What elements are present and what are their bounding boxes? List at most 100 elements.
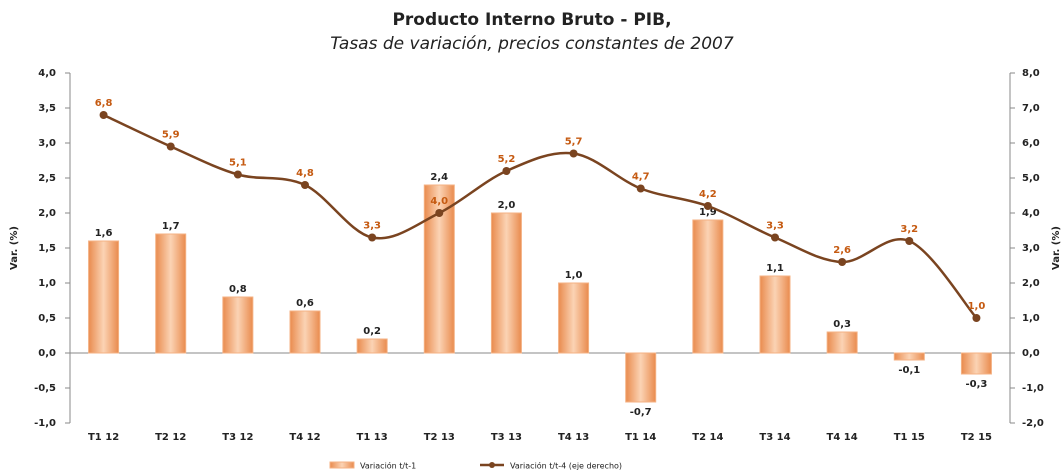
line-marker [301, 181, 309, 189]
y-tick-label: 0,0 [38, 348, 56, 359]
line-marker [905, 237, 914, 245]
x-tick-label: T4 13 [558, 432, 589, 443]
line-marker [368, 233, 377, 242]
bar-value-label: 2,4 [430, 172, 448, 183]
x-tick-label: T3 12 [222, 432, 253, 443]
y-tick-label: -0,5 [34, 383, 56, 394]
bar-value-label: 1,0 [565, 270, 583, 281]
line-marker [838, 258, 847, 266]
line-value-label: 2,6 [833, 245, 851, 256]
y2-tick-label: 6,0 [1022, 138, 1040, 149]
y2-tick-label: -2,0 [1022, 418, 1044, 429]
y-tick-label: 2,0 [38, 208, 56, 219]
x-tick-label: T3 14 [759, 432, 790, 443]
y2-tick-label: 7,0 [1022, 103, 1040, 114]
line-value-label: 3,2 [900, 224, 918, 235]
bar-value-label: 2,0 [498, 200, 516, 211]
bar-value-label: -0,1 [898, 365, 920, 376]
y2-tick-label: 1,0 [1022, 313, 1040, 324]
y-tick-label: 1,5 [38, 243, 56, 254]
x-tick-label: T2 13 [424, 432, 455, 443]
bar [155, 233, 187, 354]
x-tick-label: T3 13 [491, 432, 522, 443]
line-value-label: 5,7 [565, 137, 583, 148]
line-marker [972, 314, 981, 322]
x-tick-label: T2 14 [692, 432, 723, 443]
bar [692, 219, 724, 354]
bar [960, 352, 992, 375]
bar-value-label: 0,3 [833, 319, 851, 330]
line-value-label: 4,0 [430, 196, 448, 207]
line-value-label: 5,9 [162, 130, 180, 141]
y2-tick-label: 2,0 [1022, 278, 1040, 289]
bar [88, 240, 120, 354]
bar-value-label: 1,7 [162, 221, 180, 232]
bar-value-label: 0,8 [229, 284, 247, 295]
bar [289, 310, 321, 354]
bar [759, 275, 791, 354]
y-tick-label: 3,0 [38, 138, 56, 149]
line-value-label: 6,8 [95, 98, 113, 109]
bar-value-label: 0,2 [363, 326, 381, 337]
x-tick-label: T1 12 [88, 432, 119, 443]
bar-value-label: 1,6 [95, 228, 113, 239]
bar [490, 212, 522, 354]
y2-tick-label: -1,0 [1022, 383, 1044, 394]
bar [625, 352, 657, 403]
y2-tick-label: 5,0 [1022, 173, 1040, 184]
chart-subtitle: Tasas de variación, precios constantes d… [330, 34, 734, 54]
y-tick-label: 0,5 [38, 313, 56, 324]
y2-axis-label: Var. (%) [1051, 226, 1062, 270]
x-tick-label: T1 13 [357, 432, 388, 443]
legend-marker [489, 462, 495, 468]
line-value-label: 4,8 [296, 168, 314, 179]
y-tick-label: 3,5 [38, 103, 56, 114]
x-tick-label: T4 12 [289, 432, 320, 443]
bar-value-label: 1,9 [699, 207, 717, 218]
x-tick-label: T4 14 [827, 432, 858, 443]
line-value-label: 3,3 [766, 221, 784, 232]
y-tick-label: -1,0 [34, 418, 56, 429]
line-marker [636, 184, 645, 193]
y-tick-label: 1,0 [38, 278, 56, 289]
y-tick-label: 2,5 [38, 173, 56, 184]
line-value-label: 5,2 [498, 154, 516, 165]
bar [356, 338, 388, 354]
line-marker [166, 142, 175, 151]
bar [893, 352, 925, 361]
bar-value-label: -0,3 [965, 379, 987, 390]
bar-value-label: 0,6 [296, 298, 314, 309]
bar [222, 296, 254, 354]
line-marker [703, 202, 712, 210]
y2-tick-label: 8,0 [1022, 68, 1040, 79]
legend-label: Variación t/t-4 (eje derecho) [510, 461, 622, 471]
line-value-label: 1,0 [968, 301, 986, 312]
chart-title: Producto Interno Bruto - PIB, [392, 10, 671, 30]
line-value-label: 3,3 [363, 221, 381, 232]
line-marker [435, 209, 444, 217]
y-axis-label: Var. (%) [9, 226, 20, 270]
bar [826, 331, 858, 354]
line-marker [233, 170, 242, 179]
line-marker [502, 167, 511, 175]
line-value-label: 4,7 [632, 172, 650, 183]
bar-value-label: 1,1 [766, 263, 784, 274]
legend-label: Variación t/t-1 [360, 461, 416, 471]
x-tick-label: T2 15 [961, 432, 992, 443]
x-tick-label: T1 14 [625, 432, 656, 443]
line-marker [99, 111, 108, 119]
bar-value-label: -0,7 [630, 407, 652, 418]
legend-swatch [329, 461, 355, 469]
y-tick-label: 4,0 [38, 68, 56, 79]
x-tick-label: T2 12 [155, 432, 186, 443]
line-marker [771, 233, 779, 242]
line-marker [569, 149, 578, 158]
line-value-label: 4,2 [699, 189, 717, 200]
y2-tick-label: 3,0 [1022, 243, 1040, 254]
y2-tick-label: 0,0 [1022, 348, 1040, 359]
line-value-label: 5,1 [229, 158, 247, 169]
x-tick-label: T1 15 [894, 432, 925, 443]
bar [558, 282, 590, 354]
y2-tick-label: 4,0 [1022, 208, 1040, 219]
